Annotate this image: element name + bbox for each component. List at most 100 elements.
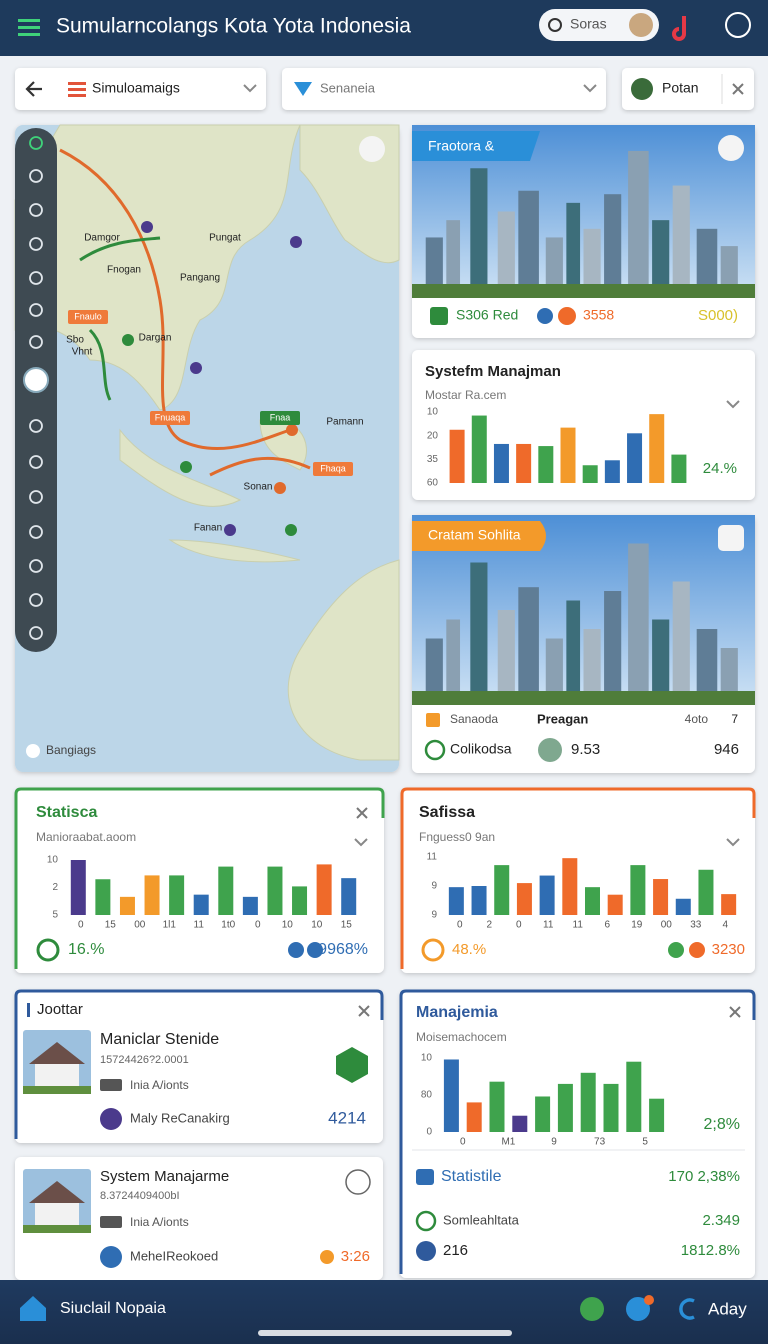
x-tick-label: 10 [282, 920, 294, 931]
menu-icon[interactable] [18, 19, 40, 22]
map-tool[interactable] [29, 490, 43, 504]
building [446, 220, 461, 288]
y-tick-label: 60 [427, 478, 439, 489]
label: Maniclar Stenide [100, 1031, 219, 1048]
more-button[interactable] [345, 1169, 371, 1195]
list-card [15, 990, 383, 1143]
building [652, 220, 670, 288]
refresh-icon[interactable] [679, 1298, 695, 1320]
map-tool[interactable] [29, 303, 43, 317]
icon [416, 1241, 436, 1261]
building [518, 190, 539, 288]
select-icon [294, 82, 312, 96]
bar [516, 883, 532, 915]
list-icon [68, 88, 86, 91]
app-logo[interactable] [672, 16, 686, 41]
chevron[interactable] [726, 838, 740, 847]
bar [512, 1115, 528, 1132]
list-icon [68, 82, 86, 85]
select-dropdown[interactable] [282, 68, 606, 110]
list-icon [68, 94, 86, 97]
map-tool[interactable] [29, 136, 43, 150]
close-button[interactable] [729, 1006, 741, 1018]
house [29, 1181, 85, 1203]
x-tick-label: 2 [486, 920, 492, 931]
chevron[interactable] [243, 84, 257, 93]
nav-badge [644, 1295, 654, 1305]
building [545, 237, 563, 288]
icon [537, 308, 553, 324]
map-tool[interactable] [29, 455, 43, 469]
map-badge-label: Fhaqa [320, 463, 346, 473]
icon [426, 713, 440, 727]
map-tool[interactable] [29, 271, 43, 285]
bar [535, 1096, 551, 1132]
map-tool[interactable] [29, 525, 43, 539]
x-tick-label: 0 [255, 920, 261, 931]
bar [630, 865, 646, 915]
chip[interactable] [622, 68, 754, 110]
bar [493, 443, 509, 483]
home-icon[interactable] [20, 1296, 46, 1321]
x-tick-label: 9 [551, 1137, 557, 1148]
chevron[interactable] [583, 84, 597, 93]
icon [416, 1169, 434, 1185]
x-tick-label: 33 [690, 920, 702, 931]
card-subtitle: Fnguess0 9an [419, 830, 495, 844]
map-marker [190, 362, 202, 374]
expand-button[interactable] [718, 525, 744, 551]
close-button[interactable] [356, 807, 368, 819]
label: 16.% [68, 941, 104, 958]
map-tool[interactable] [29, 335, 43, 349]
x-tick-label: 6 [604, 920, 610, 931]
bar [292, 886, 308, 915]
close-button[interactable] [732, 83, 744, 95]
label: 946 [714, 741, 739, 758]
map-tool[interactable] [29, 237, 43, 251]
map-label: Pungat [209, 233, 241, 244]
map-tool[interactable] [29, 419, 43, 433]
map-icon [26, 744, 40, 758]
accent [27, 1003, 30, 1017]
chevron[interactable] [726, 400, 740, 409]
label: 48.% [452, 941, 486, 958]
icon [288, 942, 304, 958]
trees [412, 284, 755, 298]
chart-card [400, 990, 755, 1278]
map-badge-label: Fnaulo [74, 311, 102, 321]
house [35, 1203, 79, 1225]
menu-dropdown[interactable] [15, 68, 266, 110]
map-tool[interactable] [29, 593, 43, 607]
search-box[interactable] [539, 9, 659, 41]
map-tool-active[interactable] [23, 367, 49, 393]
building [425, 638, 443, 695]
x-tick-label: 0 [460, 1137, 466, 1148]
label: 170 2,38% [668, 1168, 740, 1185]
x-tick-label: 15 [341, 920, 353, 931]
menu-icon[interactable] [18, 33, 40, 36]
map-tool[interactable] [29, 169, 43, 183]
x-tick-label: 11 [543, 920, 554, 931]
back-arrow[interactable] [25, 81, 42, 97]
chip-avatar [631, 78, 653, 100]
power-button[interactable] [725, 12, 751, 38]
building [696, 629, 718, 695]
map-tool[interactable] [29, 559, 43, 573]
map-tool[interactable] [29, 626, 43, 640]
badge [412, 521, 546, 551]
bar [560, 427, 576, 483]
chevron[interactable] [354, 838, 368, 847]
close-button[interactable] [358, 1005, 370, 1017]
label: Simuloamaigs [92, 80, 180, 96]
menu-icon[interactable] [18, 26, 40, 29]
label: 4214 [328, 1108, 366, 1127]
nav-label[interactable]: Aday [708, 1299, 747, 1318]
route [59, 148, 291, 451]
bar [471, 886, 487, 915]
nav-label[interactable]: Siuclail Nopaia [60, 1300, 166, 1317]
route [209, 456, 311, 477]
chart-card-accent [399, 989, 756, 1274]
label: 9968% [318, 941, 368, 958]
card-title: Manajemia [416, 1004, 498, 1021]
map-tool[interactable] [29, 203, 43, 217]
